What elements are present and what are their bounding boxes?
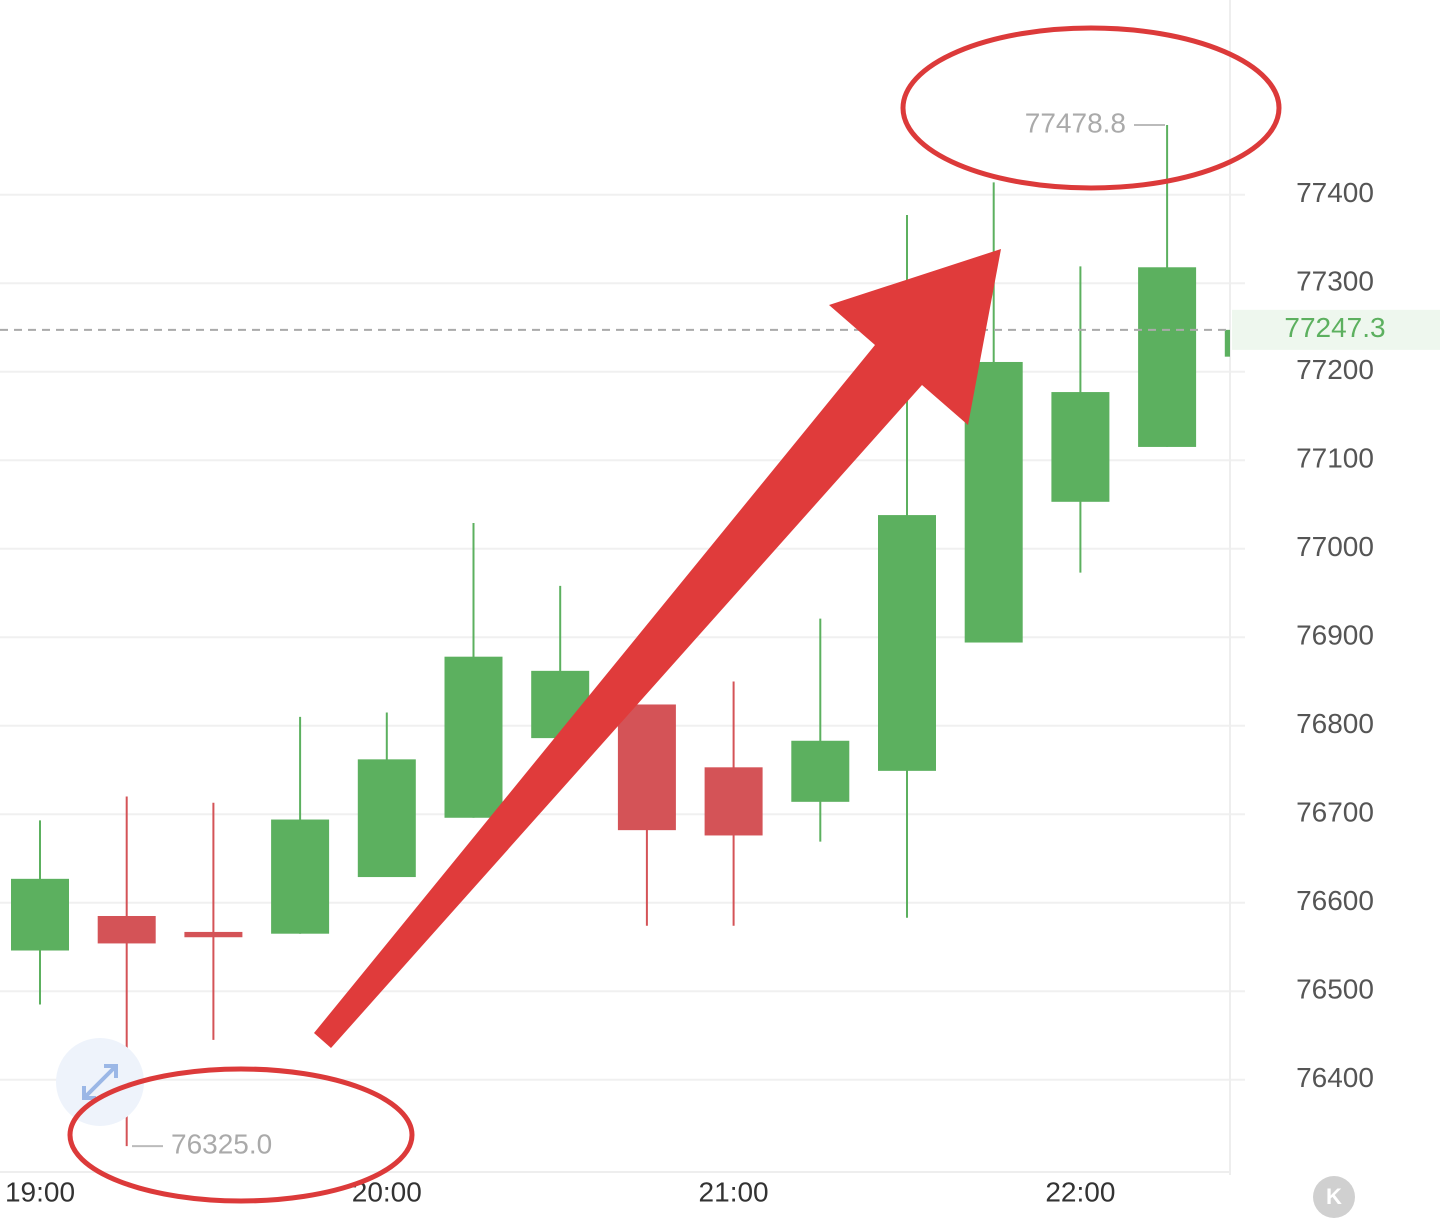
logo-text: K bbox=[1326, 1184, 1342, 1209]
y-tick-label: 76600 bbox=[1296, 885, 1374, 916]
overlay: K bbox=[56, 25, 1355, 1218]
y-tick-label: 76500 bbox=[1296, 974, 1374, 1005]
x-tick-label: 19:00 bbox=[5, 1176, 75, 1207]
candle-body bbox=[184, 931, 243, 938]
last-price-box bbox=[1232, 309, 1440, 350]
candle-body bbox=[617, 704, 676, 831]
candle-body bbox=[271, 819, 330, 934]
candle-body bbox=[791, 740, 850, 802]
trend-arrow bbox=[314, 249, 1001, 1048]
annotation-label: 76325.0 bbox=[171, 1128, 272, 1159]
highlight-ellipse bbox=[900, 25, 1282, 191]
logo bbox=[1313, 1176, 1355, 1218]
candle-body bbox=[97, 915, 156, 944]
y-tick-label: 77400 bbox=[1296, 177, 1374, 208]
candle-body bbox=[357, 759, 416, 878]
y-tick-label: 77200 bbox=[1296, 354, 1374, 385]
candle-body bbox=[1138, 267, 1197, 447]
highlight-ellipse bbox=[67, 1066, 415, 1204]
y-tick-label: 76900 bbox=[1296, 620, 1374, 651]
y-tick-label: 76700 bbox=[1296, 797, 1374, 828]
candle-body bbox=[1051, 392, 1110, 502]
candle-body bbox=[444, 656, 503, 818]
expand-icon bbox=[82, 1064, 118, 1100]
annotations: 19:00 20:00 21:00 22:0077247.377478.876325.… bbox=[5, 107, 1440, 1207]
y-tick-label: 76800 bbox=[1296, 708, 1374, 739]
last-price-label: 77247.3 bbox=[1284, 312, 1385, 343]
candle-body bbox=[704, 767, 763, 836]
y-tick-label: 77300 bbox=[1296, 266, 1374, 297]
candle-body bbox=[964, 361, 1023, 643]
candle-body bbox=[878, 515, 936, 771]
candle-body bbox=[11, 878, 69, 951]
y-tick-label: 77100 bbox=[1296, 443, 1374, 474]
annotation-label: 77478.8 bbox=[1025, 107, 1126, 138]
x-tick-label: 22:00 bbox=[1045, 1176, 1115, 1207]
y-tick-label: 77000 bbox=[1296, 531, 1374, 562]
y-tick-label: 76400 bbox=[1296, 1062, 1374, 1093]
x-tick-label: 21:00 bbox=[699, 1176, 769, 1207]
candle-body bbox=[1224, 329, 1230, 357]
